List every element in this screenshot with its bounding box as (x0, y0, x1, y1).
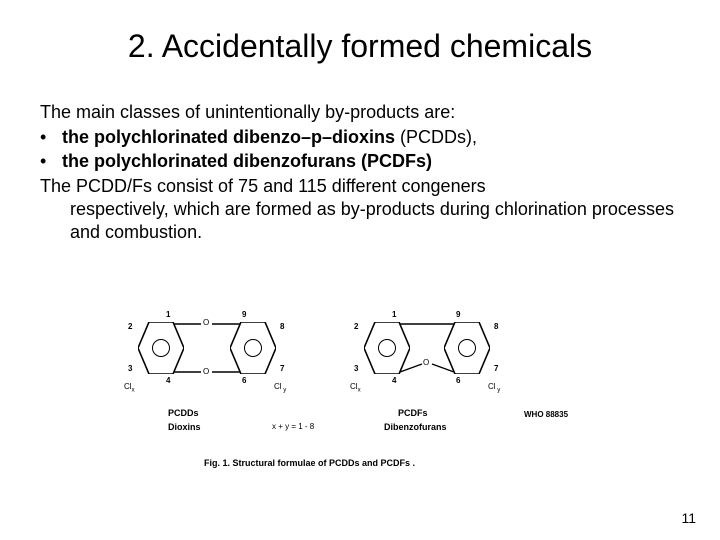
furan-bridge (398, 320, 456, 376)
para-line1: The PCDD/Fs consist of 75 and 115 differ… (40, 176, 486, 196)
bullet-dot: • (40, 150, 62, 173)
pcdf-label-2: Dibenzofurans (384, 422, 447, 432)
pos-8: 8 (280, 322, 284, 331)
para-rest: respectively, which are formed as by-pro… (40, 198, 680, 244)
cl-left: Clx (124, 382, 135, 394)
page-number: 11 (681, 510, 696, 526)
body-text: The main classes of unintentionally by-p… (34, 101, 686, 244)
bullet-1-tail: (PCDDs), (400, 127, 477, 147)
pcdd-label-2: Dioxins (168, 422, 201, 432)
oxygen-bottom: O (203, 367, 209, 376)
cl-sub: x (358, 388, 361, 394)
figure: O O 1 2 3 4 6 7 8 9 Clx Cl y (124, 310, 604, 480)
aromatic-ring-icon (152, 339, 170, 357)
cl-sub: y (496, 388, 501, 394)
pcdf-molecule: O 1 2 3 4 6 7 8 9 Clx Cl y (352, 310, 522, 390)
slide-root: 2. Accidentally formed chemicals The mai… (0, 0, 720, 540)
bullet-1-lead: the polychlorinated dibenzo–p–dioxins (62, 127, 400, 147)
oxygen-top: O (203, 318, 209, 327)
pcdf-label-1: PCDFs (398, 408, 428, 418)
pos-3: 3 (354, 364, 358, 373)
xy-formula: x + y = 1 - 8 (272, 422, 314, 431)
cl-text: Cl (274, 382, 282, 391)
bullet-text: the polychlorinated dibenzo–p–dioxins (P… (62, 126, 680, 149)
bullet-2: • the polychlorinated dibenzofurans (PCD… (40, 150, 680, 173)
aromatic-ring-icon (458, 339, 476, 357)
cl-sub: x (132, 388, 135, 394)
cl-left: Clx (350, 382, 361, 394)
pos-2: 2 (354, 322, 358, 331)
slide-title: 2. Accidentally formed chemicals (34, 28, 686, 65)
pcdd-molecule: O O 1 2 3 4 6 7 8 9 Clx Cl y (124, 310, 304, 390)
pos-7: 7 (494, 364, 498, 373)
pos-9: 9 (456, 310, 460, 319)
cl-sub: y (282, 388, 287, 394)
pos-6: 6 (456, 376, 460, 385)
pos-1: 1 (392, 310, 396, 319)
bullet-1: • the polychlorinated dibenzo–p–dioxins … (40, 126, 680, 149)
intro-line: The main classes of unintentionally by-p… (40, 101, 680, 124)
cl-text: Cl (124, 382, 132, 391)
cl-right: Cl y (488, 382, 500, 394)
cl-right: Cl y (274, 382, 286, 394)
aromatic-ring-icon (378, 339, 396, 357)
cl-text: Cl (488, 382, 496, 391)
aromatic-ring-icon (244, 339, 262, 357)
bullet-dot: • (40, 126, 62, 149)
pos-8: 8 (494, 322, 498, 331)
pos-6: 6 (242, 376, 246, 385)
pos-9: 9 (242, 310, 246, 319)
figure-caption: Fig. 1. Structural formulae of PCDDs and… (204, 458, 415, 468)
bullet-2-lead: the polychlorinated dibenzofurans (PCDFs… (62, 151, 432, 171)
pos-2: 2 (128, 322, 132, 331)
pcdd-label-1: PCDDs (168, 408, 199, 418)
pos-1: 1 (166, 310, 170, 319)
pos-4: 4 (166, 376, 170, 385)
bullet-text: the polychlorinated dibenzofurans (PCDFs… (62, 150, 680, 173)
pos-3: 3 (128, 364, 132, 373)
paragraph: The PCDD/Fs consist of 75 and 115 differ… (40, 175, 680, 244)
pos-4: 4 (392, 376, 396, 385)
who-code: WHO 88835 (524, 410, 568, 419)
oxygen: O (423, 358, 429, 367)
pos-7: 7 (280, 364, 284, 373)
cl-text: Cl (350, 382, 358, 391)
